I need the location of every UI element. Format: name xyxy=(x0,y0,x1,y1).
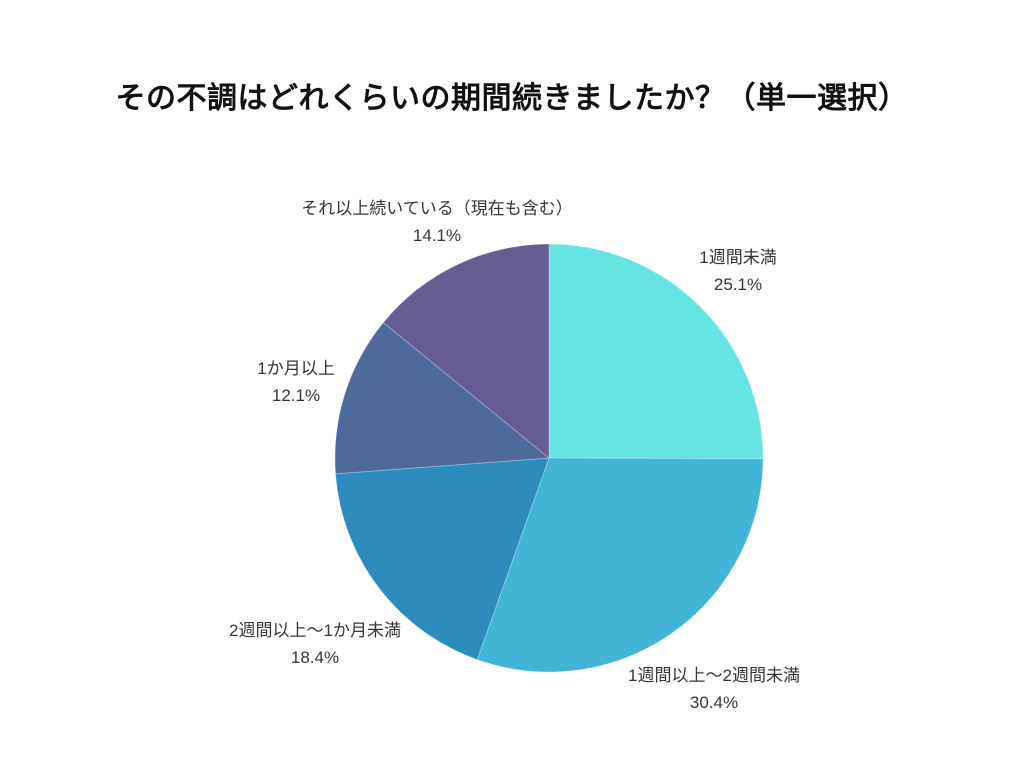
pie-label-text: 2週間以上～1か月未満 xyxy=(229,620,401,640)
pie-label-percent: 30.4% xyxy=(689,693,739,712)
pie-label-3: 1か月以上 12.1% xyxy=(257,355,334,409)
pie-label-percent: 14.1% xyxy=(412,226,462,245)
pie-label-percent: 12.1% xyxy=(271,386,321,405)
pie-label-0: 1週間未満 25.1% xyxy=(699,244,776,298)
pie-slice-3 xyxy=(334,321,550,475)
pie-slice-2 xyxy=(335,457,550,661)
pie-slice-4 xyxy=(382,243,550,459)
pie-slice-0 xyxy=(548,243,764,460)
chart-title: その不調はどれくらいの期間続きましたか？（単一選択） xyxy=(115,82,909,115)
pie-label-text: 1か月以上 xyxy=(257,358,335,378)
pie-label-2: 2週間以上～1か月未満 18.4% xyxy=(229,617,401,671)
pie-slice-1 xyxy=(476,457,764,673)
pie-label-1: 1週間以上～2週間未満 30.4% xyxy=(628,662,800,716)
pie-label-percent: 18.4% xyxy=(290,648,340,667)
pie-label-text: それ以上続いている（現在も含む） xyxy=(301,198,573,218)
pie-label-text: 1週間以上～2週間未満 xyxy=(628,665,800,685)
pie-label-percent: 25.1% xyxy=(713,275,763,294)
pie-label-4: それ以上続いている（現在も含む） 14.1% xyxy=(301,195,573,249)
pie-label-text: 1週間未満 xyxy=(699,247,777,267)
